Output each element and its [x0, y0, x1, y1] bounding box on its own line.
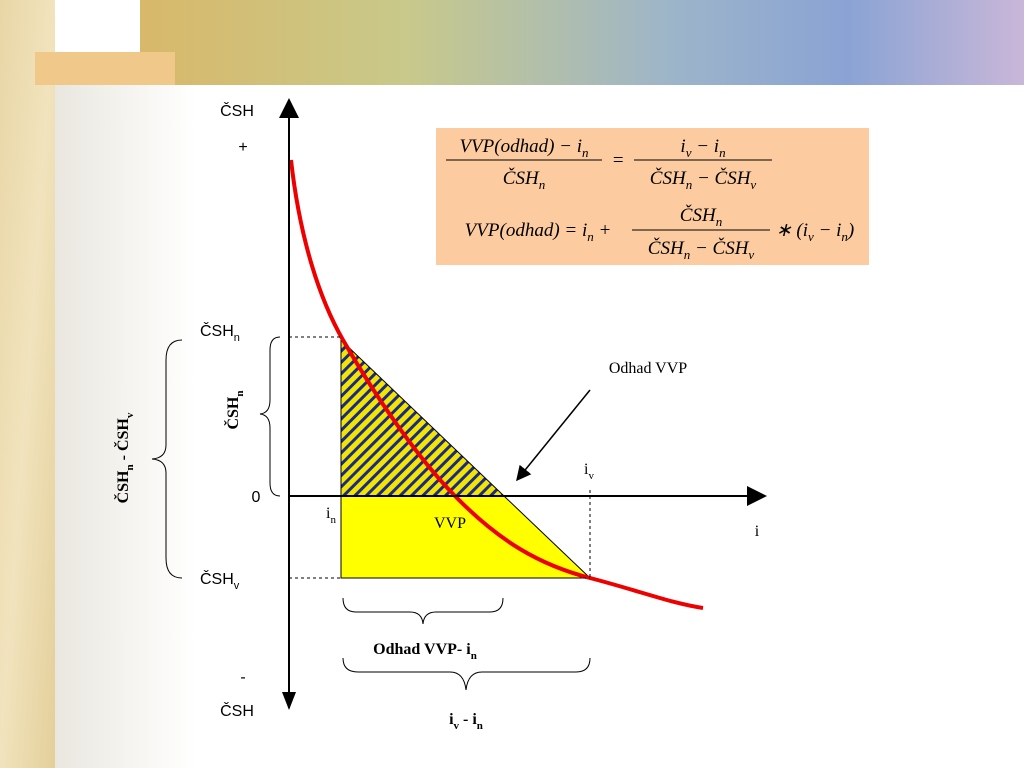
subscript: n: [234, 390, 246, 396]
text-part: ČSH: [200, 569, 234, 588]
text-part: ČSH: [503, 167, 540, 189]
pointer-arrow: [516, 389, 591, 482]
subscript: n: [471, 650, 477, 662]
subscript: n: [234, 332, 240, 344]
subscript: v: [686, 145, 692, 160]
text-part: ČSH: [200, 321, 234, 340]
subscript: n: [477, 720, 483, 732]
text-part: i: [326, 505, 331, 522]
formula-part: ČSHn − ČSHv: [648, 237, 755, 262]
text-part: − i: [814, 220, 842, 241]
text-part: ČSH: [650, 167, 687, 189]
axis-label: i: [755, 523, 760, 540]
brace-label: ČSHn: [223, 390, 246, 429]
annotation: Odhad VVP: [609, 360, 687, 377]
text-part: − ČSH: [690, 237, 749, 259]
text-part: − i: [691, 136, 719, 157]
formula-part: VVP(odhad) = in +: [465, 220, 612, 244]
i-v-label: iv: [584, 461, 594, 482]
plus-sign: +: [238, 139, 247, 156]
text-part: Odhad VVP- i: [373, 641, 471, 658]
text-part: ČSH: [680, 204, 717, 226]
text-part: ČSH: [648, 237, 685, 259]
text-part: − ČSH: [692, 167, 751, 189]
text-part: i: [680, 136, 685, 157]
subscript: n: [330, 514, 336, 526]
subscript: v: [124, 412, 136, 418]
texture-strip: [0, 0, 55, 768]
zero-label: 0: [252, 489, 261, 506]
formula-part: ČSHn − ČSHv: [650, 167, 757, 192]
text-part: ∗ (i: [776, 220, 808, 241]
banner: [140, 0, 1024, 85]
formula-part: =: [612, 150, 625, 171]
text-part: i: [449, 711, 454, 728]
subscript: n: [719, 145, 726, 160]
brace-label: iv - in: [449, 711, 483, 732]
subscript: n: [539, 177, 546, 192]
formula-part: VVP(odhad) − in: [459, 136, 588, 160]
subscript: n: [124, 464, 136, 470]
subscript: v: [454, 720, 460, 732]
subscript: v: [750, 177, 756, 192]
csh-v-label: ČSHv: [200, 569, 240, 592]
subscript: n: [716, 214, 723, 229]
minus-sign: -: [240, 669, 245, 686]
text-part: VVP(odhad) − i: [459, 136, 582, 157]
formula-part: iv − in: [680, 136, 725, 160]
axis-label: ČSH: [220, 101, 254, 120]
formula-box: [436, 128, 869, 265]
formula-part: ČSHn: [503, 167, 545, 192]
brace-label: Odhad VVP- in: [373, 641, 477, 662]
text-part: ČSH: [113, 470, 132, 503]
axis-label: ČSH: [220, 701, 254, 720]
brace: [342, 597, 504, 625]
formula-part: ∗ (iv − in): [776, 220, 855, 244]
i-n-label: in: [326, 505, 336, 526]
subscript: n: [582, 145, 589, 160]
subscript: n: [686, 177, 693, 192]
banner-band: [35, 52, 175, 85]
text-part: ČSH: [223, 396, 242, 429]
text-part: i: [584, 461, 589, 478]
shadow: [55, 85, 195, 768]
text-part: ): [847, 220, 854, 241]
subscript: n: [684, 247, 691, 262]
curve: [289, 159, 704, 610]
text-part: - i: [459, 711, 477, 728]
text-part: - ČSH: [113, 418, 132, 465]
subscript: n: [841, 229, 848, 244]
subscript: v: [748, 247, 754, 262]
text-part: +: [594, 220, 612, 241]
brace-label: ČSHn - ČSHv: [113, 412, 136, 503]
csh-n-label: ČSHn: [200, 321, 240, 344]
brace: [342, 657, 591, 691]
subscript: v: [234, 580, 240, 592]
arrowhead: [282, 692, 296, 710]
vvp-label: VVP: [434, 515, 466, 532]
subscript: n: [587, 229, 594, 244]
brace: [151, 339, 183, 579]
formula-part: ČSHn: [680, 204, 722, 229]
subscript: v: [588, 470, 594, 482]
subscript: v: [808, 229, 814, 244]
brace: [259, 336, 281, 497]
text-part: VVP(odhad) = i: [465, 220, 588, 241]
